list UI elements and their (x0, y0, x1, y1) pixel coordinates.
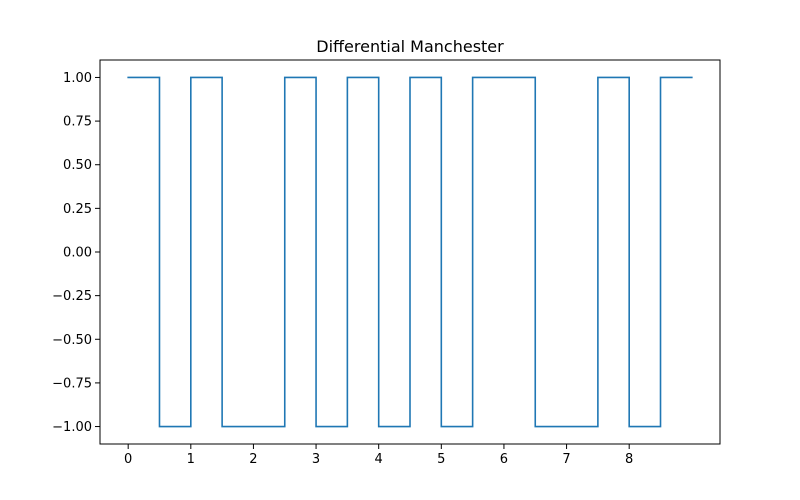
y-tick-label: 0.25 (63, 202, 92, 217)
x-tick-label: 2 (249, 452, 257, 467)
x-tick-label: 3 (312, 452, 320, 467)
x-tick-label: 0 (124, 452, 132, 467)
y-tick-label: −1.00 (52, 420, 92, 435)
y-tick-label: −0.25 (52, 289, 92, 304)
x-tick-label: 6 (500, 452, 508, 467)
x-axis: 0 1 2 3 4 5 6 7 8 (124, 444, 633, 467)
y-tick-label: 0.50 (63, 158, 92, 173)
plot-area (127, 76, 693, 428)
series-line (127, 76, 693, 428)
chart-title: Differential Manchester (316, 37, 504, 56)
x-tick-label: 1 (187, 452, 195, 467)
y-tick-label: −0.50 (52, 333, 92, 348)
y-tick-label: −0.75 (52, 376, 92, 391)
y-tick-label: 0.75 (63, 115, 92, 130)
y-axis: 1.00 0.75 0.50 0.25 0.00 −0.25 −0.50 −0.75 −1.00 (52, 71, 100, 435)
x-tick-label: 5 (437, 452, 445, 467)
x-tick-label: 7 (562, 452, 570, 467)
y-tick-label: 1.00 (63, 71, 92, 86)
x-tick-label: 4 (375, 452, 383, 467)
x-tick-label: 8 (625, 452, 633, 467)
y-tick-label: 0.00 (63, 246, 92, 261)
